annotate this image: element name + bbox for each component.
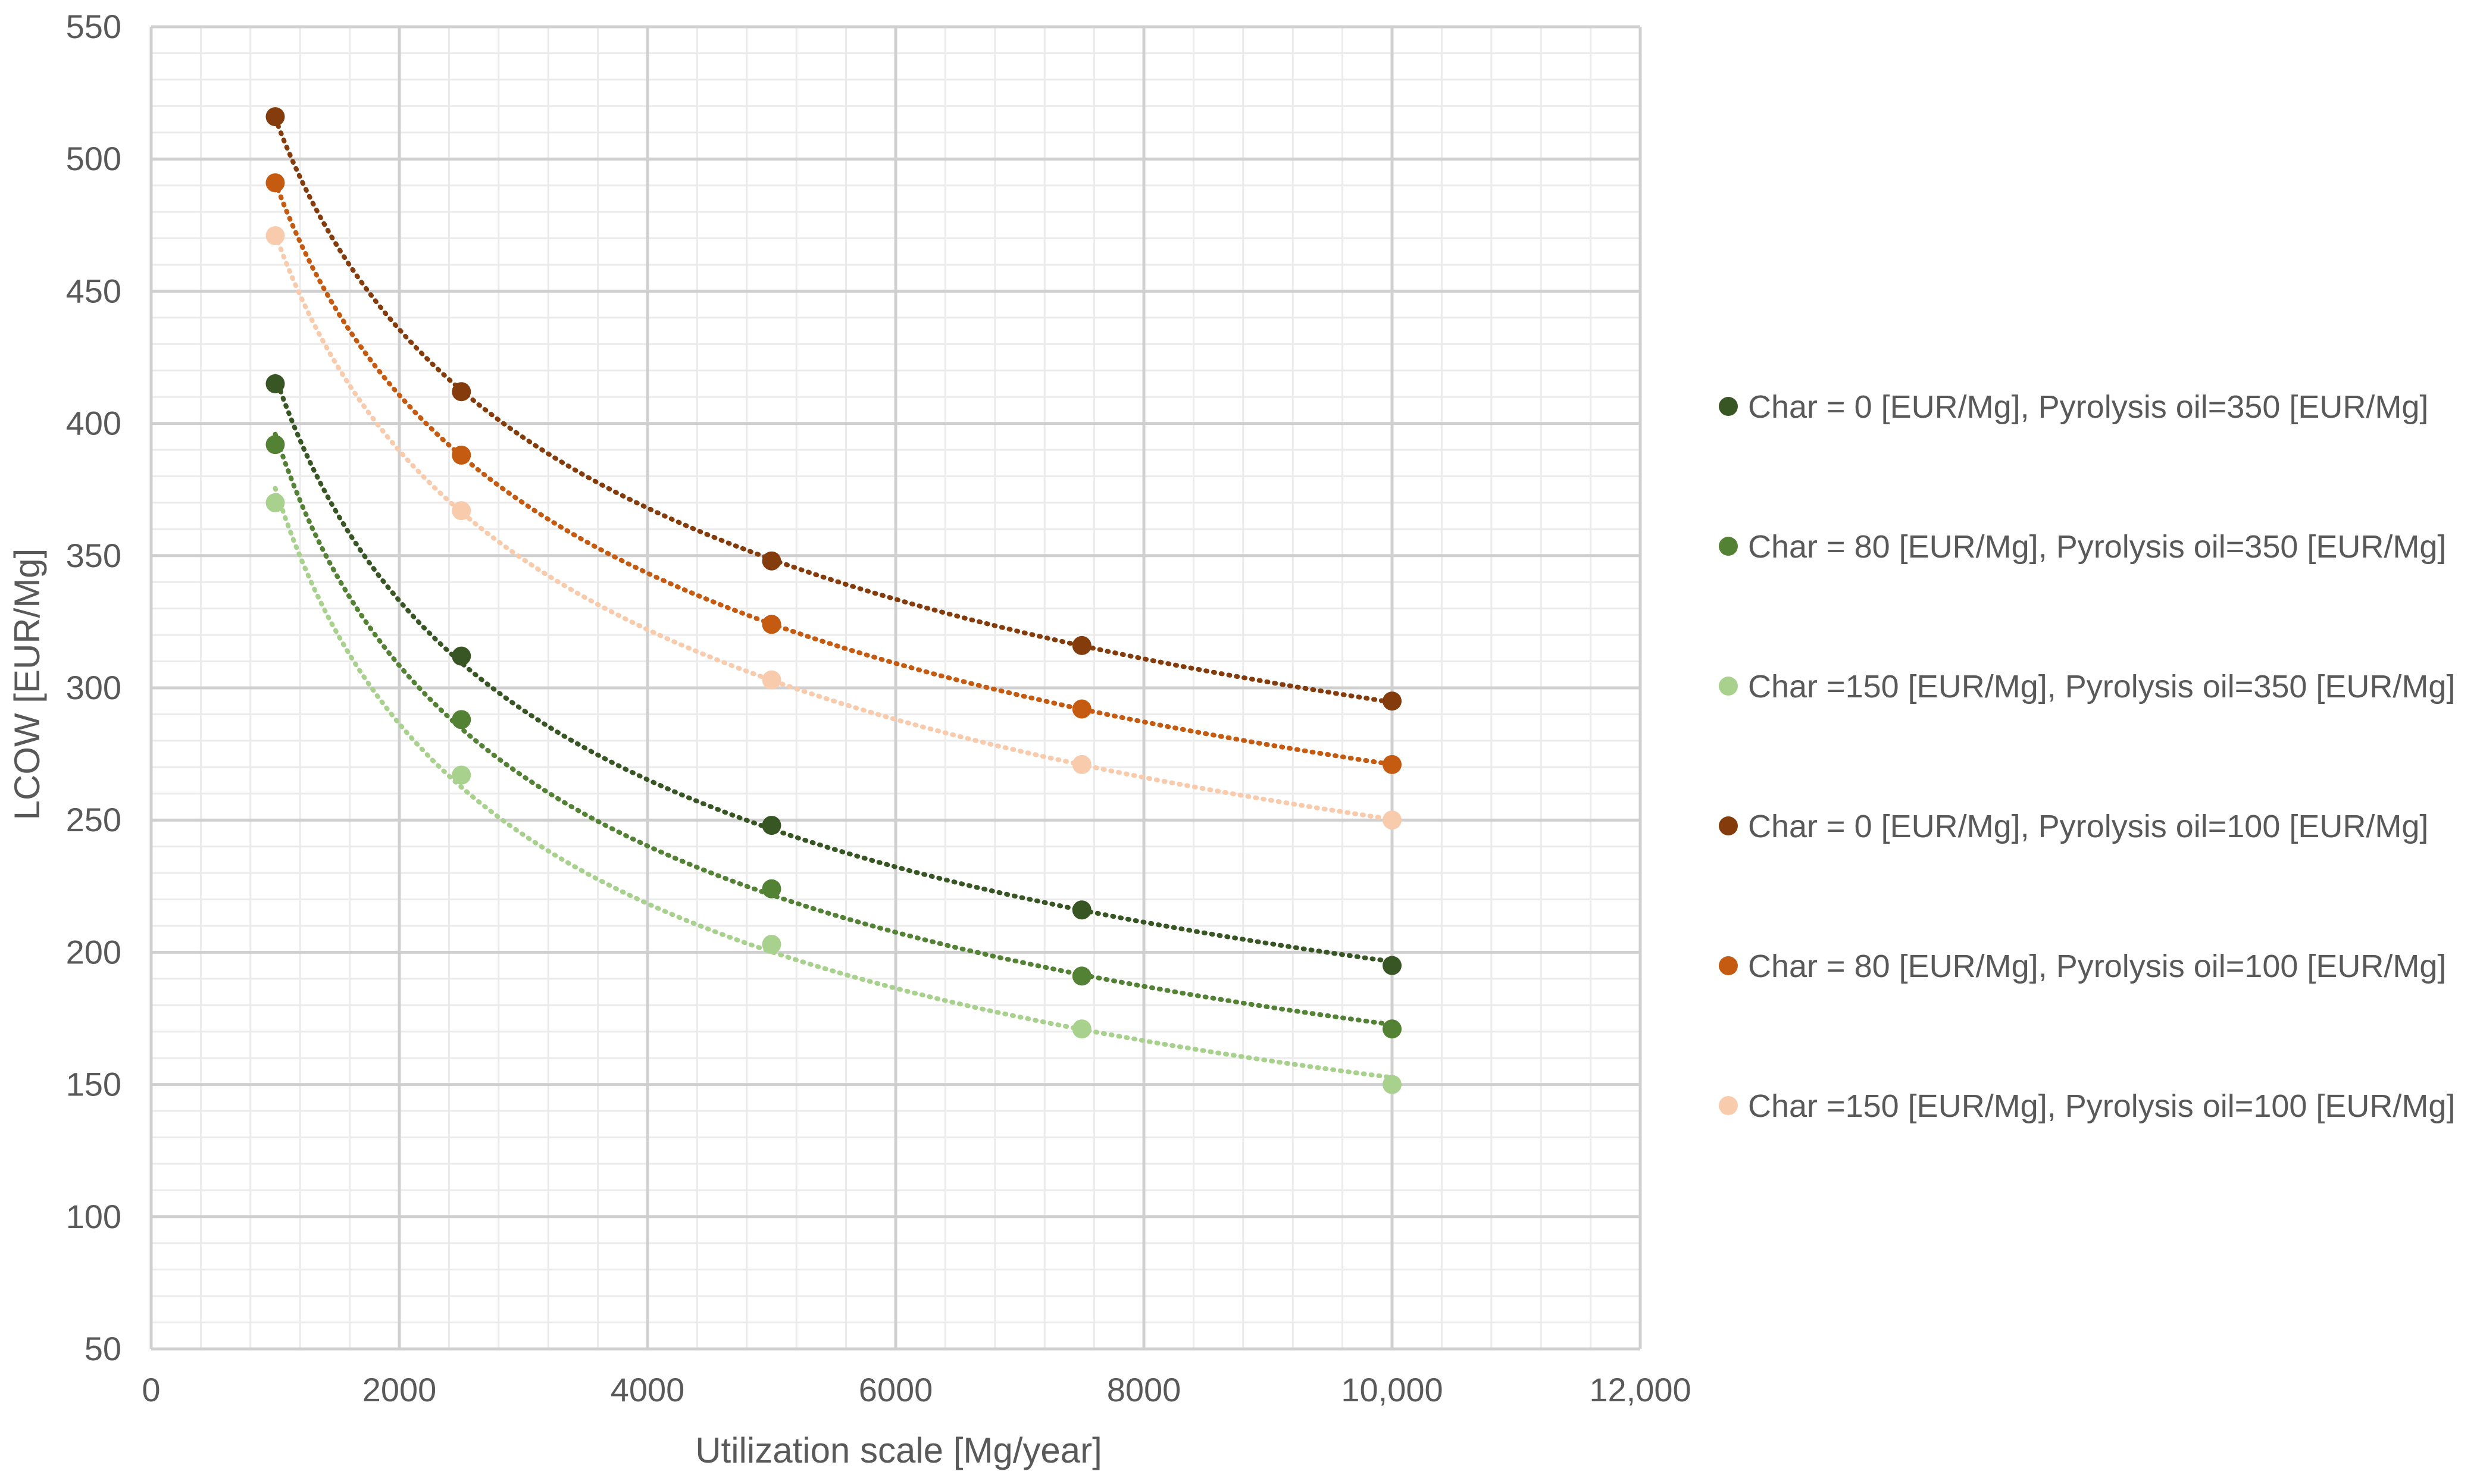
trendlines	[273, 115, 1394, 1080]
y-tick-label: 550	[66, 8, 121, 45]
x-tick-label: 6000	[859, 1371, 933, 1408]
data-point-series-2	[452, 710, 471, 730]
data-point-series-5	[1072, 699, 1092, 719]
data-point-series-5	[452, 445, 471, 465]
y-tick-label: 450	[66, 272, 121, 309]
legend-marker-series-6	[1719, 1096, 1738, 1115]
data-point-series-6	[1383, 810, 1402, 830]
y-tick-label: 200	[66, 933, 121, 970]
x-tick-label: 12,000	[1589, 1371, 1691, 1408]
legend: Char = 0 [EUR/Mg], Pyrolysis oil=350 [EU…	[1719, 389, 2455, 1124]
data-point-series-6	[452, 501, 471, 521]
data-point-series-2	[762, 879, 781, 898]
data-point-series-3	[762, 935, 781, 954]
data-point-series-6	[762, 670, 781, 690]
y-axis-tick-labels: 50 100 150 200 250 300 350 400 450 500 550	[66, 8, 121, 1367]
x-axis-title: Utilization scale [Mg/year]	[695, 1430, 1102, 1470]
legend-label-series-6: Char =150 [EUR/Mg], Pyrolysis oil=100 [E…	[1748, 1088, 2455, 1124]
trendline-series-5	[273, 180, 1394, 767]
trendline-series-4	[273, 115, 1394, 705]
data-point-series-3	[452, 765, 471, 785]
legend-marker-series-3	[1719, 677, 1738, 696]
data-point-series-1	[452, 646, 471, 666]
data-point-series-4	[762, 551, 781, 571]
y-tick-label: 100	[66, 1198, 121, 1235]
data-point-series-5	[265, 173, 285, 193]
legend-marker-series-4	[1719, 816, 1738, 835]
y-tick-label: 250	[66, 801, 121, 838]
trendline-series-6	[273, 231, 1394, 822]
data-point-series-6	[1072, 754, 1092, 774]
data-point-series-1	[1072, 900, 1092, 920]
y-tick-label: 300	[66, 669, 121, 706]
legend-marker-series-2	[1719, 537, 1738, 556]
y-axis-title: LCOW [EUR/Mg]	[7, 549, 47, 821]
trendline-series-2	[273, 431, 1394, 1027]
data-point-series-4	[452, 382, 471, 402]
x-tick-label: 10,000	[1341, 1371, 1443, 1408]
y-tick-label: 150	[66, 1066, 121, 1103]
x-axis-tick-labels: 0 2000 4000 6000 8000 10,000 12,000	[142, 1371, 1691, 1408]
legend-label-series-3: Char =150 [EUR/Mg], Pyrolysis oil=350 [E…	[1748, 669, 2455, 705]
data-point-series-5	[762, 615, 781, 634]
data-point-series-6	[265, 226, 285, 246]
y-tick-label: 400	[66, 405, 121, 442]
legend-label-series-1: Char = 0 [EUR/Mg], Pyrolysis oil=350 [EU…	[1748, 389, 2428, 425]
data-point-series-5	[1383, 754, 1402, 774]
data-point-series-2	[265, 435, 285, 455]
data-point-series-1	[762, 816, 781, 835]
x-tick-label: 4000	[611, 1371, 685, 1408]
data-point-series-1	[265, 374, 285, 393]
x-tick-label: 0	[142, 1371, 160, 1408]
x-tick-label: 2000	[362, 1371, 437, 1408]
legend-label-series-5: Char = 80 [EUR/Mg], Pyrolysis oil=100 [E…	[1748, 948, 2446, 984]
data-point-series-1	[1383, 956, 1402, 975]
data-point-series-4	[1072, 635, 1092, 655]
data-point-series-4	[1383, 691, 1402, 711]
y-tick-label: 500	[66, 140, 121, 177]
legend-label-series-4: Char = 0 [EUR/Mg], Pyrolysis oil=100 [EU…	[1748, 809, 2428, 844]
data-point-series-2	[1383, 1019, 1402, 1039]
data-point-series-4	[265, 107, 285, 127]
grid	[149, 25, 1642, 1351]
data-point-series-3	[265, 493, 285, 512]
y-tick-label: 50	[85, 1330, 121, 1367]
data-points	[265, 107, 1402, 1094]
legend-marker-series-5	[1719, 956, 1738, 975]
x-tick-label: 8000	[1107, 1371, 1181, 1408]
data-point-series-2	[1072, 966, 1092, 986]
y-tick-label: 350	[66, 537, 121, 574]
data-point-series-3	[1383, 1075, 1402, 1094]
data-point-series-3	[1072, 1019, 1092, 1039]
legend-marker-series-1	[1719, 397, 1738, 416]
trendline-series-3	[273, 486, 1394, 1080]
legend-label-series-2: Char = 80 [EUR/Mg], Pyrolysis oil=350 [E…	[1748, 529, 2446, 565]
